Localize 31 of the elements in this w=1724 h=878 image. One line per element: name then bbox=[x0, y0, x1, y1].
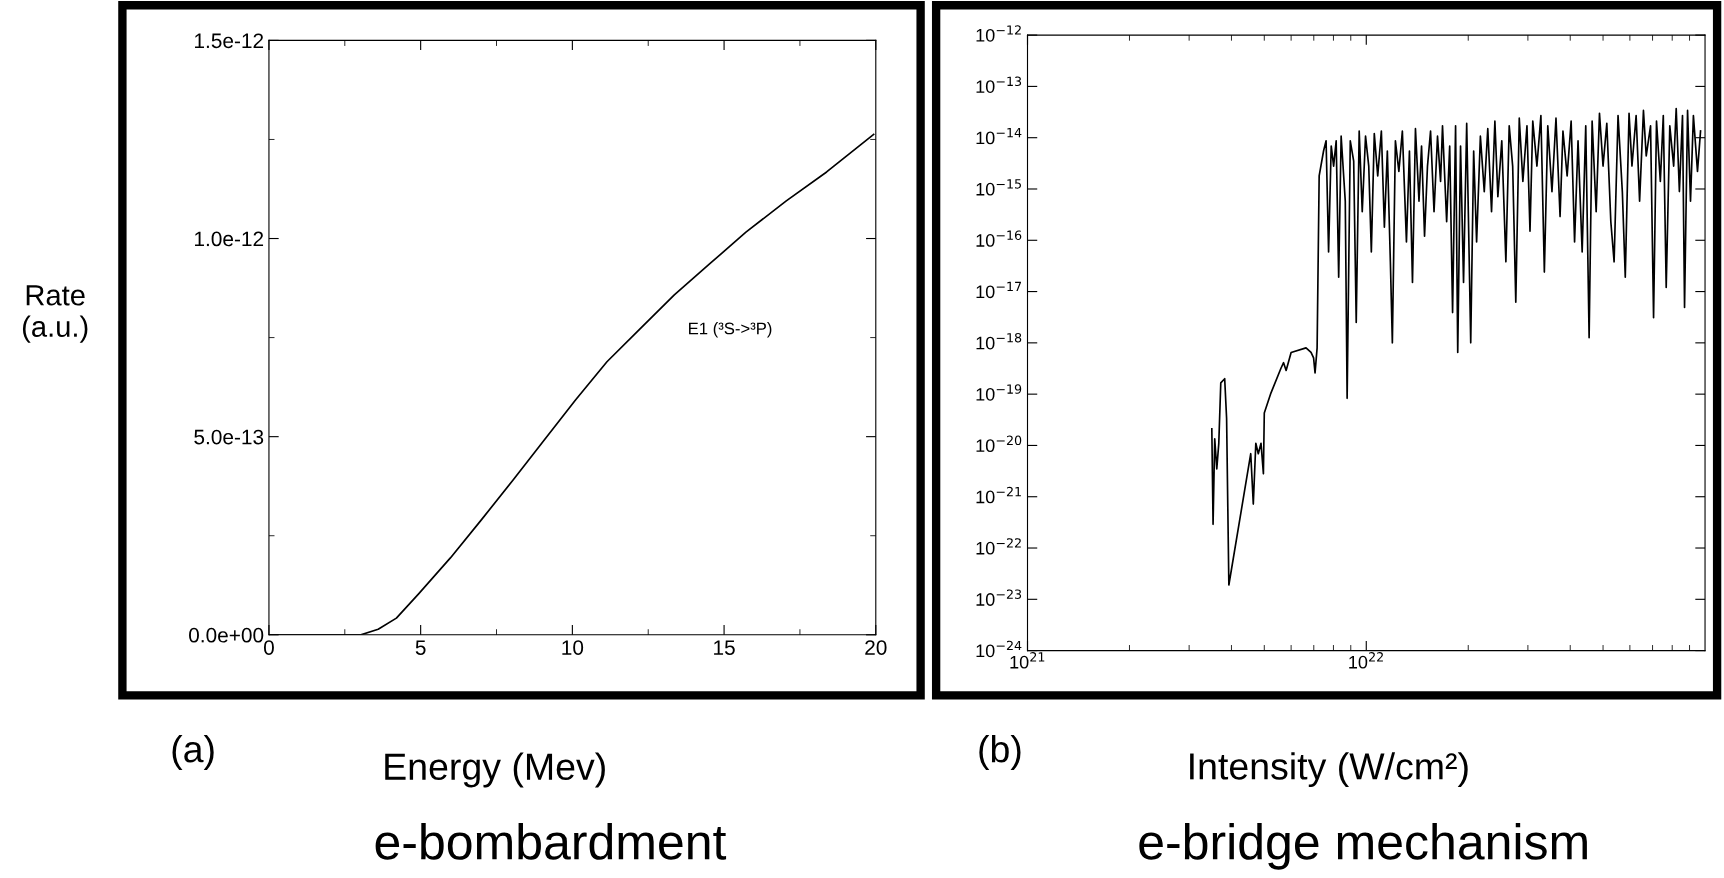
y-tick-label: 10$^{−22}$ bbox=[976, 538, 1021, 555]
y-tick-label: 10$^{−21}$ bbox=[976, 486, 1021, 504]
text: e-bridge mechanism bbox=[1139, 823, 1587, 870]
x-axis-title: Energy (Mev) bbox=[385, 752, 605, 788]
text: (b) bbox=[979, 734, 1021, 770]
x-tick-label: 0 bbox=[263, 640, 274, 655]
y-tick-label: 5.0e-13 bbox=[194, 429, 264, 445]
y-tick-label: 10$^{−20}$ bbox=[976, 435, 1022, 453]
annotation: E1 (³S->³P) bbox=[689, 322, 772, 338]
x-tick-label: 5 bbox=[415, 640, 426, 655]
x-tick-label: 10$^{22}$ bbox=[1349, 652, 1383, 669]
y-tick-label: 10$^{−17}$ bbox=[976, 281, 1022, 299]
x-axis-title: Intensity (W/cm²) bbox=[1190, 752, 1468, 788]
text: (a) bbox=[172, 734, 214, 770]
y-tick-label: 10$^{−23}$ bbox=[976, 589, 1022, 606]
x-tick-label: 10$^{21}$ bbox=[1010, 652, 1045, 669]
y-tick-label: 10$^{−14}$ bbox=[976, 127, 1022, 145]
y-tick-label: 10$^{−13}$ bbox=[976, 76, 1022, 93]
y-axis-title: Rate (a.u.) bbox=[22, 285, 88, 343]
y-tick-label: 10$^{−16}$ bbox=[976, 230, 1022, 247]
x-tick-label: 10 bbox=[562, 640, 584, 655]
y-tick-label: 0.0e+00 bbox=[189, 627, 264, 643]
y-tick-label: 10$^{−18}$ bbox=[976, 332, 1022, 350]
y-tick-label: 1.0e-12 bbox=[195, 231, 264, 247]
text: e-bombardment bbox=[375, 823, 727, 860]
x-tick-label: 15 bbox=[714, 640, 735, 655]
x-tick-label: 20 bbox=[865, 640, 887, 655]
y-tick-label: 10$^{−15}$ bbox=[976, 179, 1021, 196]
y-tick-label: 10$^{−12}$ bbox=[976, 25, 1021, 42]
y-tick-label: 10$^{−19}$ bbox=[976, 384, 1022, 401]
y-tick-label: 1.5e-12 bbox=[195, 33, 264, 49]
